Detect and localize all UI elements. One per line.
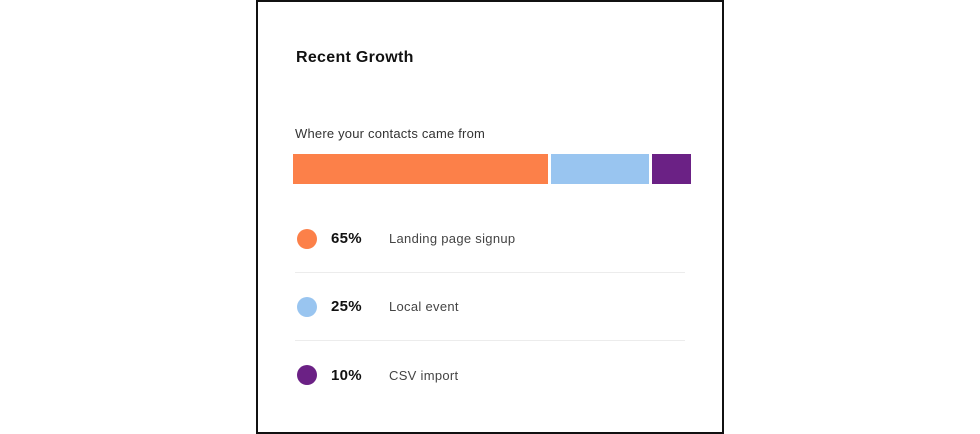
legend-item-landing-page: 65% Landing page signup (295, 205, 685, 273)
legend-percent: 65% (331, 230, 362, 247)
chart-subtitle: Where your contacts came from (295, 126, 486, 141)
orange-dot-icon (297, 228, 317, 249)
legend-percent: 10% (331, 366, 362, 384)
legend: 65% Landing page signup 25% Local event … (295, 205, 685, 409)
recent-growth-card: Recent Growth Where your contacts came f… (256, 0, 724, 434)
bar-segment-local-event (550, 154, 649, 184)
legend-label: Local event (389, 299, 459, 314)
purple-dot-icon (297, 365, 317, 385)
legend-percent: 25% (331, 298, 362, 315)
legend-item-local-event: 25% Local event (295, 273, 685, 341)
legend-label: Landing page signup (389, 231, 516, 246)
bar-segment-csv-import (651, 154, 691, 184)
card-title: Recent Growth (296, 49, 414, 66)
legend-label: CSV import (389, 367, 459, 383)
stacked-bar (293, 154, 691, 184)
bar-segment-landing-page-signup (293, 154, 548, 184)
legend-item-csv-import: 10% CSV import (295, 341, 685, 409)
light-blue-dot-icon (297, 296, 317, 317)
